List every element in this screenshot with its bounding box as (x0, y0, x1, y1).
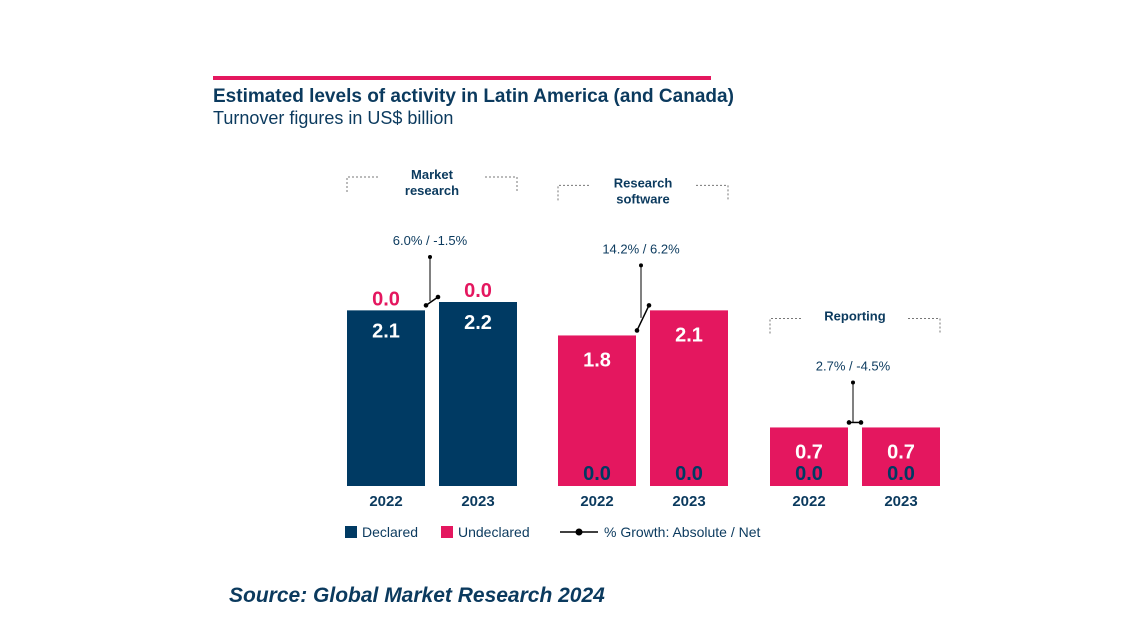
bar-declared-0-0 (347, 310, 425, 486)
legend-item-growth: % Growth: Absolute / Net (560, 524, 760, 540)
legend-label-growth: % Growth: Absolute / Net (604, 524, 761, 540)
growth-label: 6.0% / -1.5% (393, 233, 468, 248)
growth-line-icon (560, 528, 598, 536)
data-label-undeclared: 1.8 (583, 349, 611, 371)
growth-point (846, 420, 852, 425)
growth-stem-dot (851, 380, 855, 385)
data-label-declared: 0.0 (795, 463, 823, 485)
legend-swatch-declared (345, 526, 357, 538)
data-label-declared: 0.0 (887, 463, 915, 485)
group-bracket (908, 317, 941, 334)
group-label: Research (614, 175, 673, 190)
x-tick-label: 2023 (461, 493, 494, 510)
source-note: Source: Global Market Research 2024 (229, 584, 605, 607)
chart-subtitle: Turnover figures in US$ billion (213, 108, 454, 128)
growth-connector (636, 305, 650, 331)
bar-undeclared-1-1 (650, 310, 728, 486)
x-tick-label: 2023 (672, 493, 705, 510)
x-tick-label: 2022 (369, 493, 402, 510)
growth-connector (425, 296, 439, 306)
bar-undeclared-2-0 (770, 427, 848, 486)
bar-undeclared-1-0 (558, 335, 636, 486)
growth-point (435, 294, 441, 300)
legend-item-undeclared: Undeclared (441, 524, 530, 540)
data-label-declared: 0.0 (583, 463, 611, 485)
x-tick-label: 2022 (580, 493, 613, 510)
data-label-declared: 2.1 (372, 320, 400, 342)
group-label: Reporting (824, 308, 885, 323)
data-label-undeclared: 2.1 (675, 324, 703, 346)
legend-swatch-undeclared (441, 526, 453, 538)
growth-label: 14.2% / 6.2% (602, 241, 680, 256)
data-label-undeclared: 0.0 (464, 280, 492, 302)
growth-stem-dot (428, 255, 432, 259)
group-bracket (769, 317, 802, 334)
group-bracket (346, 176, 379, 192)
legend-label-declared: Declared (362, 524, 419, 540)
growth-label: 2.7% / -4.5% (816, 358, 891, 373)
x-tick-label: 2022 (792, 493, 825, 510)
bar-declared-0-1 (439, 302, 517, 486)
growth-point (646, 303, 652, 308)
group-bracket (696, 184, 729, 201)
data-label-undeclared: 0.7 (795, 441, 823, 463)
x-tick-label: 2023 (884, 493, 917, 510)
data-label-undeclared: 0.7 (887, 441, 915, 463)
bar-undeclared-2-1 (862, 427, 940, 486)
chart-title: Estimated levels of activity in Latin Am… (213, 86, 734, 107)
growth-point (858, 420, 864, 425)
growth-point (423, 303, 429, 308)
data-label-declared: 2.2 (464, 312, 492, 334)
data-label-declared: 0.0 (675, 463, 703, 485)
growth-point (634, 328, 640, 333)
title-accent-rule (213, 76, 711, 80)
group-bracket (557, 184, 590, 201)
data-label-undeclared: 0.0 (372, 288, 400, 310)
growth-stem-dot (639, 263, 643, 268)
legend-label-undeclared: Undeclared (458, 524, 530, 540)
group-label: Market (411, 167, 454, 182)
legend-item-declared: Declared (345, 524, 418, 540)
group-label: software (616, 191, 669, 206)
group-label: research (405, 183, 459, 198)
group-bracket (485, 176, 518, 192)
